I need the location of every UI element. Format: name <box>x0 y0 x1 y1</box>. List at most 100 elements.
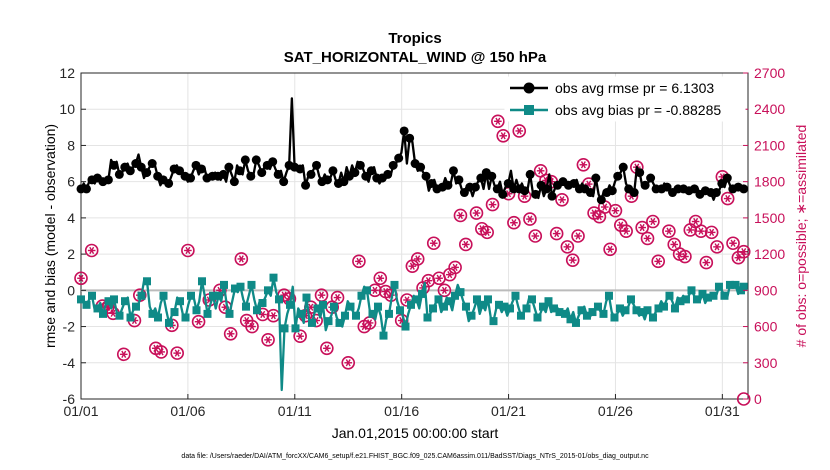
rmse-point <box>339 177 349 187</box>
rmse-point <box>388 160 398 170</box>
obs-possible-point <box>571 229 585 243</box>
y-tick-label-left: 4 <box>67 210 75 226</box>
obs-possible-point <box>560 240 575 254</box>
obs-possible-point <box>181 243 195 258</box>
obs-assimilated-point <box>579 161 588 169</box>
rmse-point <box>164 178 174 188</box>
obs-assimilated-point <box>462 240 470 249</box>
asterisk-stroke <box>270 312 276 320</box>
bias-point <box>219 280 228 289</box>
obs-assimilated-point <box>317 291 326 299</box>
rmse-point <box>618 162 628 172</box>
rmse-point <box>525 169 535 179</box>
obs-possible-point <box>496 128 511 143</box>
obs-possible-point <box>223 326 238 341</box>
bias-point <box>109 295 118 304</box>
obs-assimilated-point <box>242 316 251 325</box>
obs-possible-point <box>84 243 99 258</box>
bias-point <box>192 306 201 315</box>
legend-bias-label: obs avg bias pr = -0.88285 <box>555 102 721 118</box>
asterisk-stroke <box>174 349 180 357</box>
obs-assimilated-point <box>424 277 433 285</box>
obs-possible-point <box>469 206 484 220</box>
bias-point <box>555 308 564 317</box>
obs-assimilated-point <box>568 256 577 264</box>
obs-assimilated-point <box>445 270 454 279</box>
obs-assimilated-point <box>606 245 614 253</box>
obs-possible-point <box>459 237 473 252</box>
bias-point <box>505 304 514 313</box>
bias-point <box>676 297 685 306</box>
rmse-point <box>520 186 530 196</box>
rmse-point <box>635 168 645 178</box>
obs-possible-point <box>699 255 714 270</box>
asterisk-stroke <box>404 296 410 304</box>
asterisk-stroke <box>538 167 544 175</box>
asterisk-stroke <box>554 229 560 238</box>
bias-point <box>472 295 481 304</box>
bias-point <box>703 293 712 302</box>
rmse-point <box>312 160 322 170</box>
bias-point <box>126 313 135 322</box>
obs-assimilated-point <box>472 209 481 217</box>
obs-assimilated-point <box>194 318 203 326</box>
bias-point <box>170 308 179 317</box>
bias-point <box>137 291 146 300</box>
bias-point <box>164 318 173 327</box>
asterisk-stroke <box>682 252 688 261</box>
rmse-point <box>454 175 464 185</box>
obs-possible-point <box>555 192 569 207</box>
asterisk-stroke <box>741 248 747 256</box>
obs-assimilated-point <box>157 348 165 356</box>
obs-assimilated-point <box>643 234 652 243</box>
rmse-point <box>322 175 332 185</box>
rmse-point <box>711 188 721 198</box>
chart-subtitle: SAT_HORIZONTAL_WIND @ 150 hPa <box>284 49 547 66</box>
asterisk-stroke <box>335 293 341 302</box>
obs-assimilated-point <box>451 263 459 272</box>
rmse-point <box>136 162 146 172</box>
obs-assimilated-point <box>686 226 695 234</box>
asterisk-stroke <box>409 262 415 270</box>
bias-point <box>269 273 278 282</box>
asterisk-stroke <box>153 344 159 352</box>
asterisk-stroke <box>457 211 463 220</box>
obs-assimilated-point <box>440 286 449 294</box>
rmse-point <box>503 178 513 188</box>
asterisk-stroke <box>490 200 496 209</box>
rmse-point <box>399 126 409 136</box>
bias-point <box>159 291 168 300</box>
obs-assimilated-point <box>184 246 192 255</box>
rmse-point <box>229 177 239 187</box>
rmse-point <box>246 171 256 181</box>
y-tick-label-left: 8 <box>67 137 75 153</box>
bias-point <box>104 297 113 306</box>
bias-point <box>87 291 96 300</box>
asterisk-stroke <box>441 286 447 294</box>
bias-point <box>467 311 476 320</box>
obs-assimilated-point <box>119 350 128 358</box>
bias-point <box>115 311 124 320</box>
bias-point <box>665 291 674 300</box>
obs-assimilated-point <box>552 229 561 238</box>
obs-assimilated-point <box>734 254 743 262</box>
bias-line <box>80 276 745 392</box>
obs-possible-point <box>704 225 719 240</box>
obs-assimilated-point <box>478 225 486 233</box>
y-tick-label-right: 1800 <box>754 174 785 190</box>
rmse-point <box>689 184 699 194</box>
obs-possible-point <box>448 260 462 275</box>
bias-point <box>313 304 322 313</box>
x-axis-label: Jan.01,2015 00:00:00 start <box>332 425 499 441</box>
asterisk-stroke <box>564 243 570 251</box>
rmse-point <box>613 171 623 181</box>
obs-possible-point <box>720 191 735 206</box>
bias-point <box>428 304 437 313</box>
asterisk-stroke <box>89 246 95 255</box>
obs-possible-point <box>154 345 168 359</box>
bias-point <box>445 297 454 306</box>
bias-point <box>632 306 641 315</box>
obs-possible-point <box>426 236 441 251</box>
obs-possible-point <box>485 197 500 212</box>
rmse-point <box>547 191 557 201</box>
